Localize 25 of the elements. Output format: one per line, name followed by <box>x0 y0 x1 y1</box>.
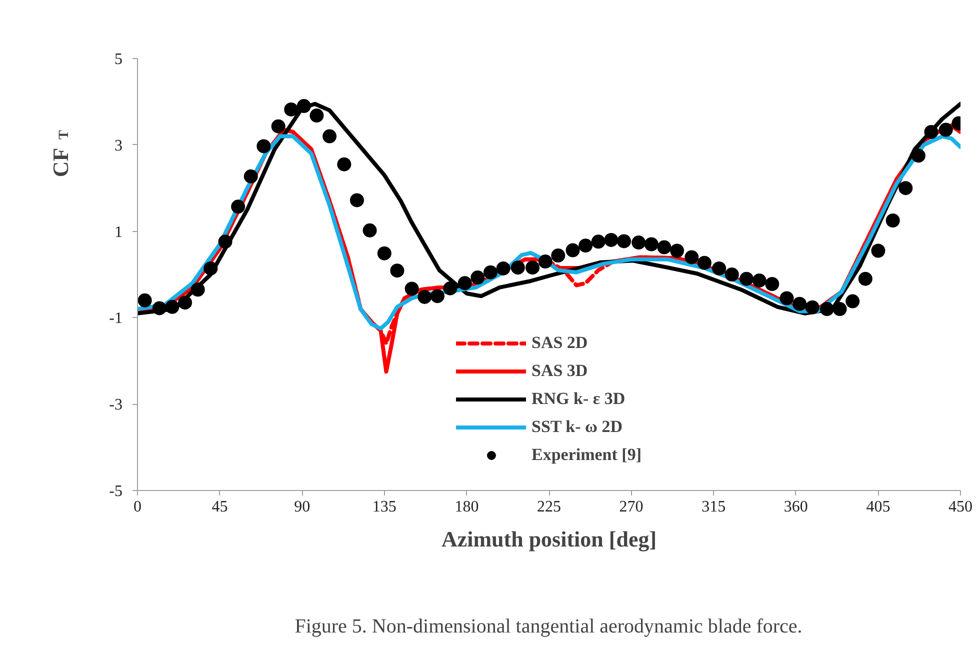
x-tick-label: 315 <box>702 498 726 516</box>
x-tick-label: 450 <box>948 498 972 516</box>
y-tick-label: 3 <box>114 137 122 154</box>
y-axis-title: CFT <box>48 130 73 178</box>
y-tick-label: 5 <box>114 51 122 68</box>
caption: Figure 5. Non-dimensional tangential aerodynamic blade force. <box>294 616 802 638</box>
y-tick-label: -3 <box>109 396 122 414</box>
legend-label: SAS 2D <box>531 333 588 353</box>
legend-label: SAS 3D <box>531 361 588 381</box>
x-tick-label: 135 <box>372 498 396 516</box>
x-tick-label: 0 <box>134 498 142 516</box>
x-tick-label: 270 <box>619 498 644 516</box>
x-tick-label: 45 <box>212 498 228 516</box>
x-tick-label: 405 <box>866 498 890 516</box>
y-tick-label: 1 <box>114 224 122 241</box>
x-tick-label: 360 <box>784 498 808 516</box>
y-tick-label: -5 <box>109 483 122 500</box>
x-tick-label: 180 <box>454 498 479 516</box>
x-tick-label: 90 <box>294 498 310 516</box>
x-axis-title: Azimuth position [deg] <box>441 526 657 552</box>
legend-label: RNG k- ε 3D <box>531 389 626 409</box>
x-tick-label: 225 <box>537 498 561 516</box>
y-tick-label: -1 <box>109 310 122 328</box>
legend-label: SST k- ω 2D <box>531 417 623 437</box>
legend-label: Experiment [9] <box>531 445 642 465</box>
